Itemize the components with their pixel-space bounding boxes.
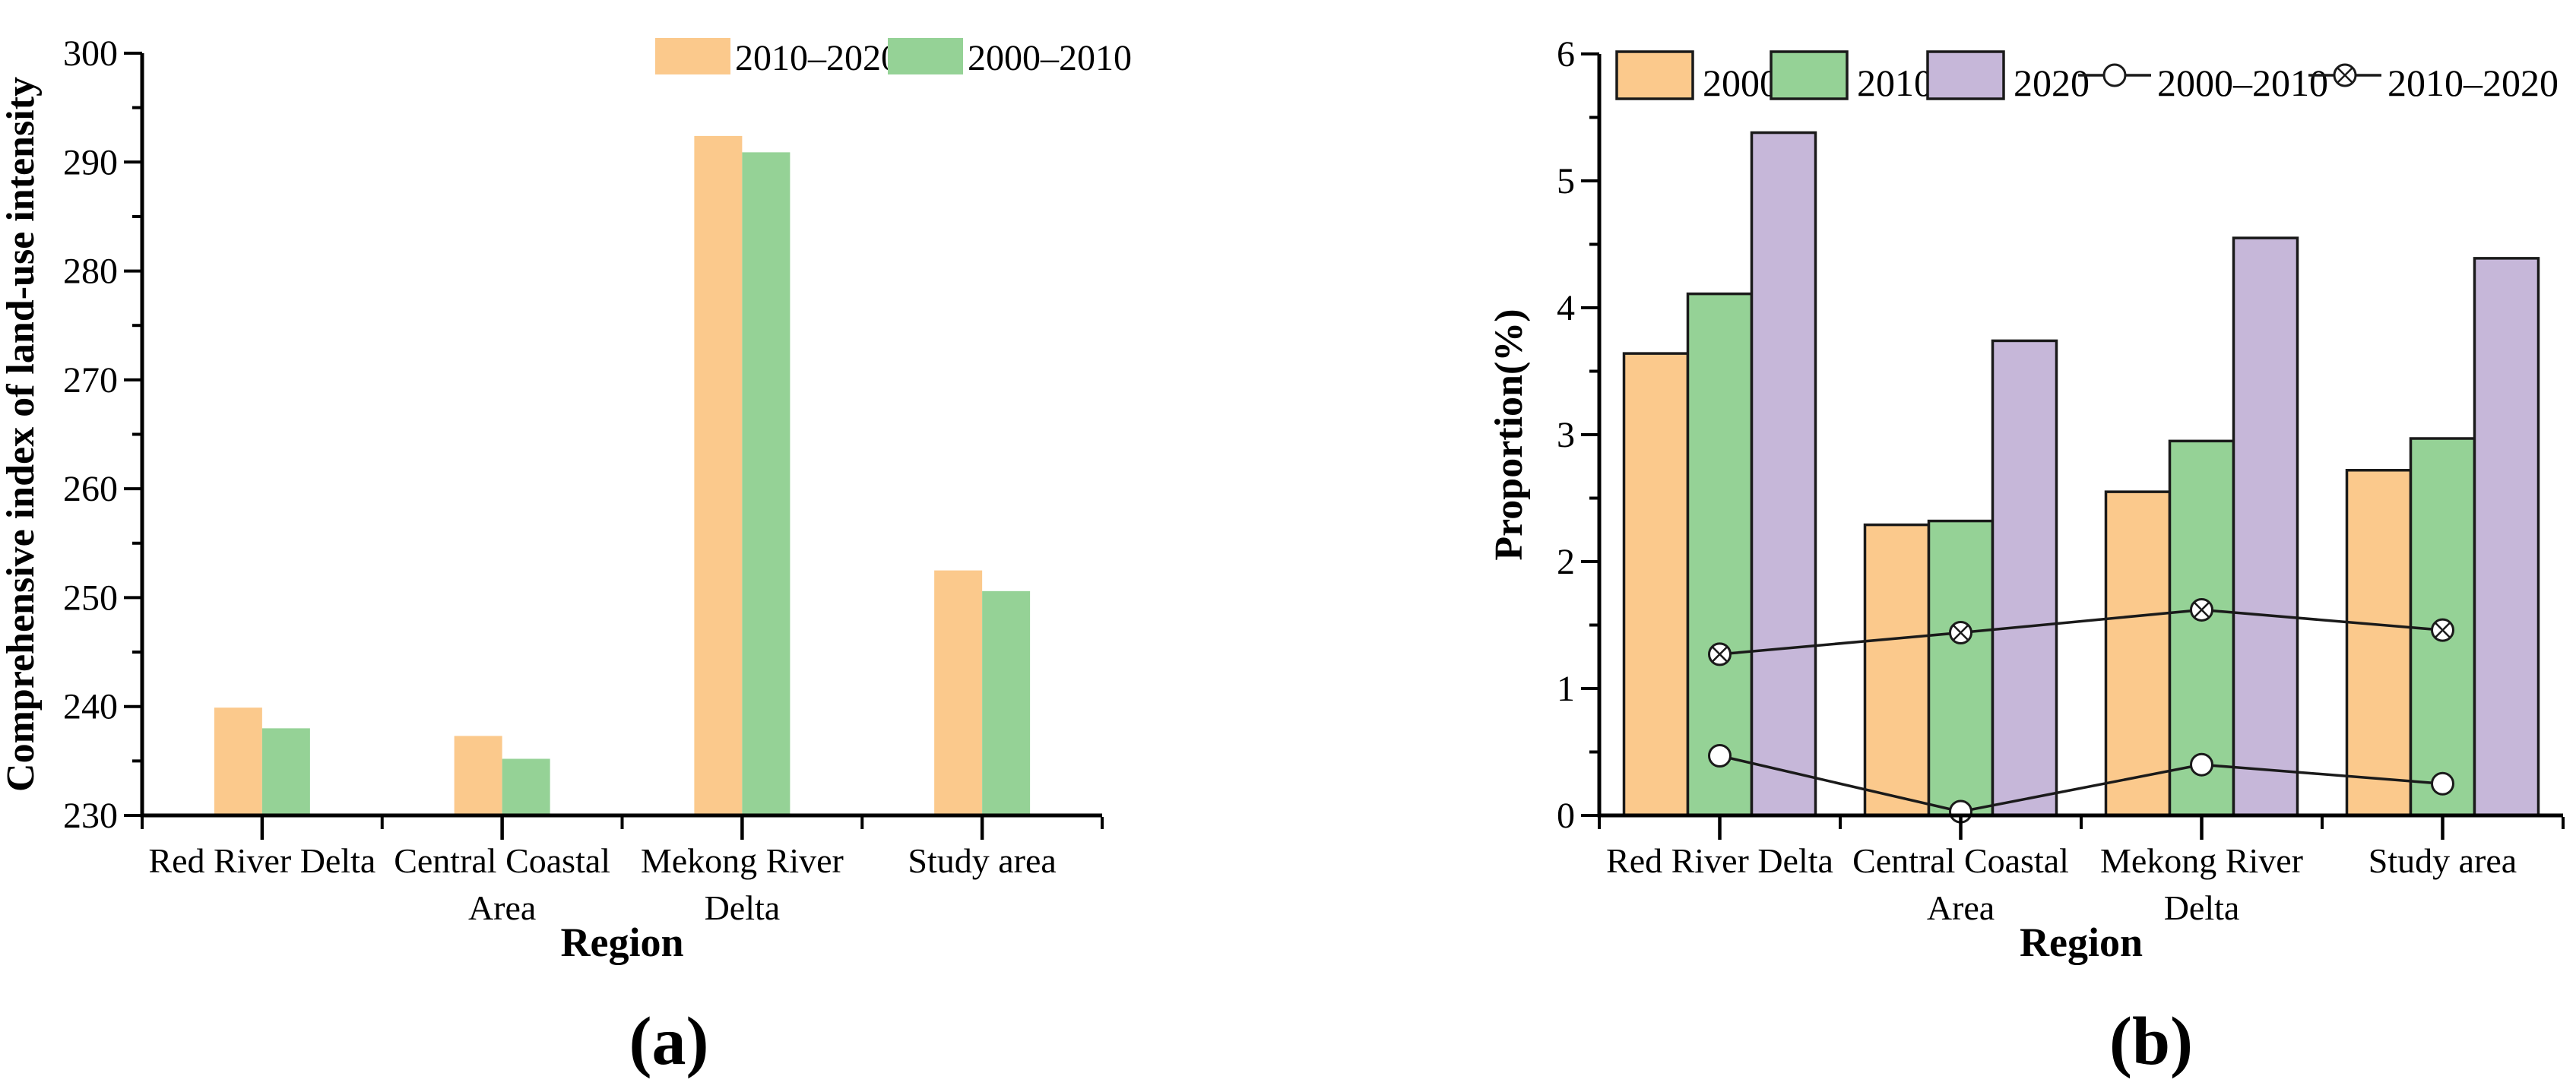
bar-2020-1 bbox=[1991, 339, 2058, 817]
y-axis-title: Proportion(%) bbox=[1488, 309, 1531, 560]
bar-2010-1 bbox=[1927, 519, 1995, 817]
bar-2010–2020-2 bbox=[694, 135, 743, 815]
y-axis-title: Comprehensive index of land-use intensit… bbox=[0, 77, 43, 792]
y-tick-label: 3 bbox=[1557, 415, 1575, 455]
chart-b-proportion: 0 1 2 3 4 5 6 Red River Delta Central Coastal Are… bbox=[1488, 34, 2565, 965]
bar-2020-2 bbox=[2232, 236, 2299, 817]
y-tick-label: 230 bbox=[63, 796, 118, 836]
x-axis-title: Region bbox=[2020, 920, 2143, 965]
bar-2000–2010-2 bbox=[742, 152, 791, 815]
legend-marker-2010–2020-cross-2 bbox=[2337, 67, 2353, 84]
legend-label-2010–2020: 2010–2020 bbox=[735, 38, 899, 78]
legend-swatch-2000–2010 bbox=[888, 38, 963, 74]
marker-2000–2010-0-open-circle-icon bbox=[1708, 744, 1732, 768]
x-category-label: Delta bbox=[705, 888, 781, 927]
marker-2010–2020-1-cross-2 bbox=[1952, 624, 1969, 641]
y-tick-label: 250 bbox=[63, 578, 118, 618]
marker-2010–2020-0-cross-2 bbox=[1711, 646, 1728, 663]
x-category-label: Mekong River bbox=[641, 841, 844, 880]
y-tick-label: 2 bbox=[1557, 542, 1575, 582]
legend-label-2000–2010: 2000–2010 bbox=[968, 38, 1132, 78]
legend-marker-2000–2010-open-circle-icon bbox=[2102, 63, 2127, 87]
bar-2000-2 bbox=[2104, 490, 2172, 817]
x-category-label: Red River Delta bbox=[1606, 841, 1833, 880]
marker-2000–2010-3-open-circle-icon bbox=[2431, 771, 2454, 796]
bar-2000-3 bbox=[2345, 469, 2413, 817]
legend-swatch-2000 bbox=[1615, 50, 1694, 100]
x-category-label: Area bbox=[468, 888, 536, 927]
y-tick-label: 280 bbox=[63, 252, 118, 292]
bar-2020-0 bbox=[1750, 131, 1817, 817]
bar-2000-0 bbox=[1622, 352, 1690, 817]
bar-2010–2020-0 bbox=[214, 708, 262, 815]
marker-2010–2020-2-cross-2 bbox=[2193, 601, 2210, 619]
legend-label-2010: 2010 bbox=[1857, 62, 1933, 104]
bar-2000-1 bbox=[1863, 523, 1931, 817]
bar-2020-3 bbox=[2473, 257, 2540, 817]
legend-swatch-2020 bbox=[1926, 50, 2005, 100]
panel-b-caption: (b) bbox=[2109, 1004, 2193, 1079]
bar-2010-0 bbox=[1686, 292, 1754, 817]
x-category-label: Central Coastal bbox=[394, 841, 610, 880]
legend-swatch-2010–2020 bbox=[655, 38, 730, 74]
panel-a-caption: (a) bbox=[629, 1004, 709, 1079]
y-tick-label: 4 bbox=[1557, 288, 1575, 328]
x-category-label: Delta bbox=[2164, 888, 2240, 927]
legend-label-2000: 2000 bbox=[1703, 62, 1779, 104]
y-tick-label: 290 bbox=[63, 142, 118, 182]
y-tick-label: 270 bbox=[63, 360, 118, 400]
marker-2000–2010-2-open-circle-icon bbox=[2190, 752, 2213, 777]
bar-2010–2020-3 bbox=[934, 570, 983, 815]
x-category-label: Mekong River bbox=[2100, 841, 2303, 880]
y-tick-label: 6 bbox=[1557, 34, 1575, 74]
x-category-label: Red River Delta bbox=[148, 841, 375, 880]
chart-a-land-use-intensity: 230 240 250 260 270 280 290 300 Red River Delta C… bbox=[0, 33, 1132, 965]
line-2000–2010 bbox=[1719, 754, 2443, 813]
x-category-label: Area bbox=[1927, 888, 1995, 927]
line-2010–2020 bbox=[1719, 608, 2443, 656]
x-axis-title: Region bbox=[561, 920, 684, 965]
bar-2000–2010-0 bbox=[261, 728, 310, 815]
legend-swatch-2010 bbox=[1770, 50, 1849, 100]
legend-label-2020: 2020 bbox=[2014, 62, 2090, 104]
y-tick-label: 300 bbox=[63, 33, 118, 74]
y-tick-label: 0 bbox=[1557, 796, 1575, 836]
marker-2010–2020-3-cross-2 bbox=[2434, 622, 2451, 638]
legend-label-2000–2010: 2000–2010 bbox=[2157, 62, 2328, 104]
x-category-label: Central Coastal bbox=[1852, 841, 2069, 880]
legend-label-2010–2020: 2010–2020 bbox=[2387, 62, 2559, 104]
bar-2000–2010-1 bbox=[502, 758, 550, 815]
y-tick-label: 240 bbox=[63, 687, 118, 727]
x-category-label: Study area bbox=[2368, 841, 2517, 880]
y-tick-label: 260 bbox=[63, 469, 118, 509]
y-tick-label: 5 bbox=[1557, 161, 1575, 201]
bar-2010–2020-1 bbox=[454, 736, 502, 815]
x-category-label: Study area bbox=[908, 841, 1056, 880]
bar-2000–2010-3 bbox=[982, 590, 1031, 815]
y-tick-label: 1 bbox=[1557, 669, 1575, 709]
